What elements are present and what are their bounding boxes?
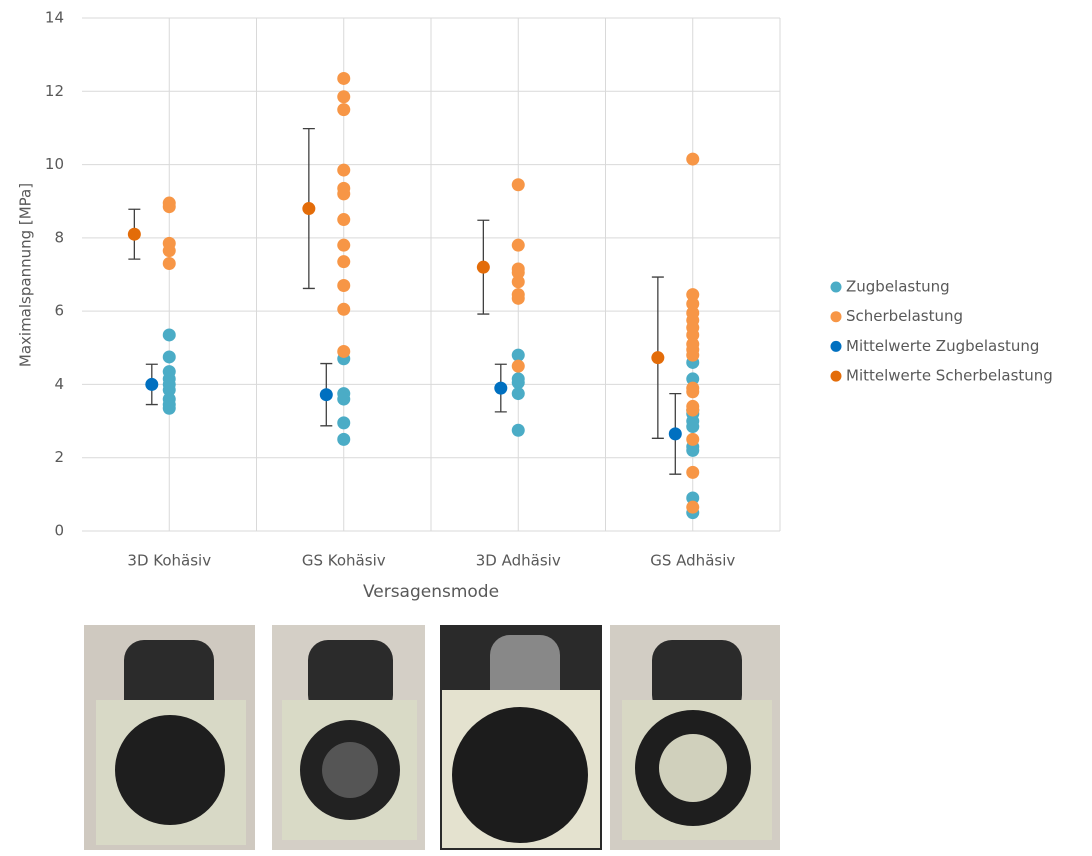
point <box>686 328 700 342</box>
point <box>337 432 351 446</box>
point <box>686 491 700 505</box>
photo-part <box>452 707 588 843</box>
y-tick-label: 14 <box>45 9 64 27</box>
point <box>511 178 525 192</box>
point <box>337 71 351 85</box>
point <box>511 275 525 289</box>
point <box>511 387 525 401</box>
photo-part <box>308 640 393 715</box>
legend-marker <box>830 311 842 323</box>
mean-point <box>494 381 508 395</box>
x-axis-title: Versagensmode <box>363 582 499 602</box>
x-tick-label: GS Adhäsiv <box>650 552 735 570</box>
mean-point <box>145 377 159 391</box>
point <box>162 383 176 397</box>
photo-part <box>659 734 727 802</box>
point <box>686 288 700 302</box>
x-tick-label: 3D Kohäsiv <box>127 552 211 570</box>
point <box>511 376 525 390</box>
point <box>337 255 351 269</box>
x-tick-label: GS Kohäsiv <box>302 552 386 570</box>
point <box>162 257 176 271</box>
point <box>686 348 700 362</box>
y-tick-label: 12 <box>45 82 64 100</box>
point <box>337 238 351 252</box>
point <box>511 266 525 280</box>
photo-part <box>115 715 225 825</box>
mean-point <box>319 388 333 402</box>
point <box>162 200 176 214</box>
photo-part <box>652 640 742 715</box>
point <box>686 443 700 457</box>
point <box>511 348 525 362</box>
point <box>162 244 176 258</box>
point <box>337 103 351 117</box>
y-tick-label: 8 <box>54 228 64 246</box>
y-tick-label: 2 <box>54 448 64 466</box>
x-tick-label: 3D Adhäsiv <box>476 552 561 570</box>
y-axis-title: Maximalspannung [MPa] <box>17 183 35 367</box>
point <box>337 213 351 227</box>
legend-marker <box>830 340 842 352</box>
point <box>686 465 700 479</box>
y-tick-label: 0 <box>54 522 64 540</box>
legend-label: Scherbelastung <box>846 307 963 325</box>
photos <box>84 625 780 850</box>
point <box>511 359 525 373</box>
legend-label: Mittelwerte Scherbelastung <box>846 367 1053 385</box>
y-tick-label: 6 <box>54 302 64 320</box>
point <box>511 423 525 437</box>
point <box>162 328 176 342</box>
legend-marker <box>830 281 842 293</box>
point <box>686 500 700 514</box>
mean-point <box>476 260 490 274</box>
point <box>162 350 176 364</box>
y-tick-label: 10 <box>45 155 64 173</box>
point <box>162 401 176 415</box>
mean-point <box>651 351 665 365</box>
legend-label: Zugbelastung <box>846 278 950 296</box>
point <box>686 403 700 417</box>
point <box>686 372 700 386</box>
point <box>686 432 700 446</box>
photo-part <box>322 742 378 798</box>
point <box>686 297 700 311</box>
legend-marker <box>830 370 842 382</box>
point <box>337 392 351 406</box>
point <box>686 420 700 434</box>
point <box>337 278 351 292</box>
point <box>337 163 351 177</box>
point <box>511 238 525 252</box>
point <box>337 90 351 104</box>
point <box>337 416 351 430</box>
mean-point <box>668 427 682 441</box>
point <box>511 291 525 305</box>
point <box>337 344 351 358</box>
y-tick-label: 4 <box>54 375 64 393</box>
mean-point <box>302 202 316 216</box>
point <box>337 187 351 201</box>
point <box>686 152 700 166</box>
legend-label: Mittelwerte Zugbelastung <box>846 337 1039 355</box>
point <box>337 302 351 316</box>
mean-point <box>127 227 141 241</box>
point <box>686 385 700 399</box>
